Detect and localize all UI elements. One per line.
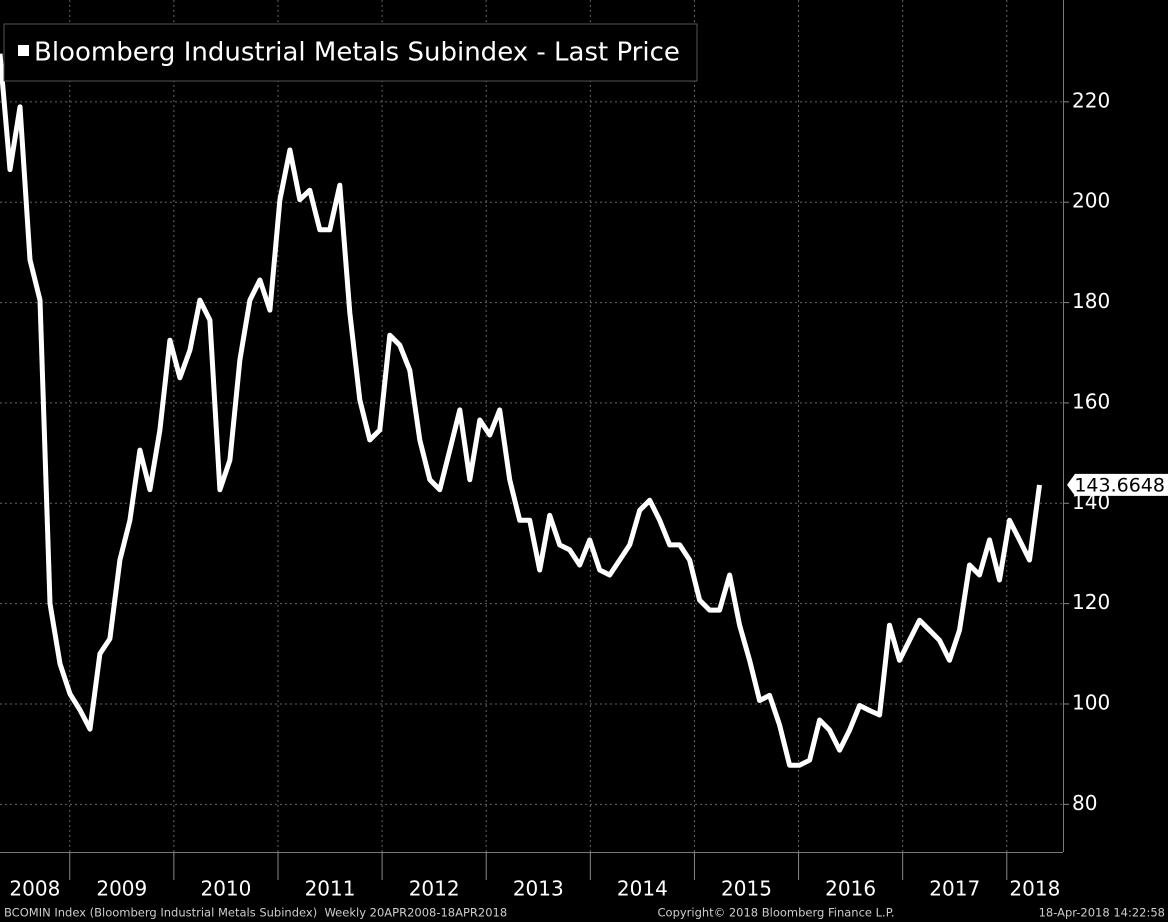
x-tick-label: 2018 (1009, 877, 1060, 901)
last-price-label: 143.6648 (1074, 474, 1165, 496)
y-tick-label: 220 (1072, 88, 1110, 112)
x-tick-label: 2015 (721, 877, 772, 901)
x-tick-label: 2016 (825, 877, 876, 901)
y-tick-label: 120 (1072, 590, 1110, 614)
legend-label: Bloomberg Industrial Metals Subindex - L… (34, 38, 680, 68)
price-line (0, 53, 1042, 768)
y-tick-label: 80 (1072, 791, 1097, 815)
y-tick-label: 200 (1072, 189, 1110, 213)
x-tick-label: 2011 (305, 877, 356, 901)
legend-swatch (18, 45, 29, 56)
plot (0, 53, 1042, 768)
x-tick-label: 2017 (929, 877, 980, 901)
x-tick-label: 2010 (200, 877, 251, 901)
x-tick-label: 2012 (409, 877, 460, 901)
x-tick-label: 2013 (513, 877, 564, 901)
footer-right: 18-Apr-2018 14:22:58 (1039, 906, 1165, 920)
x-tick-label: 2009 (96, 877, 147, 901)
y-tick-label: 180 (1072, 289, 1110, 313)
last-price-box (1067, 473, 1168, 496)
grid (0, 0, 1063, 852)
x-tick-label: 2014 (617, 877, 668, 901)
y-tick-label: 160 (1072, 389, 1110, 413)
footer-left: BCOMIN Index (Bloomberg Industrial Metal… (4, 906, 507, 920)
footer-center: Copyright© 2018 Bloomberg Finance L.P. (658, 906, 895, 920)
legend-box (3, 23, 698, 82)
y-tick-label: 100 (1072, 690, 1110, 714)
x-tick-label: 2008 (9, 877, 60, 901)
